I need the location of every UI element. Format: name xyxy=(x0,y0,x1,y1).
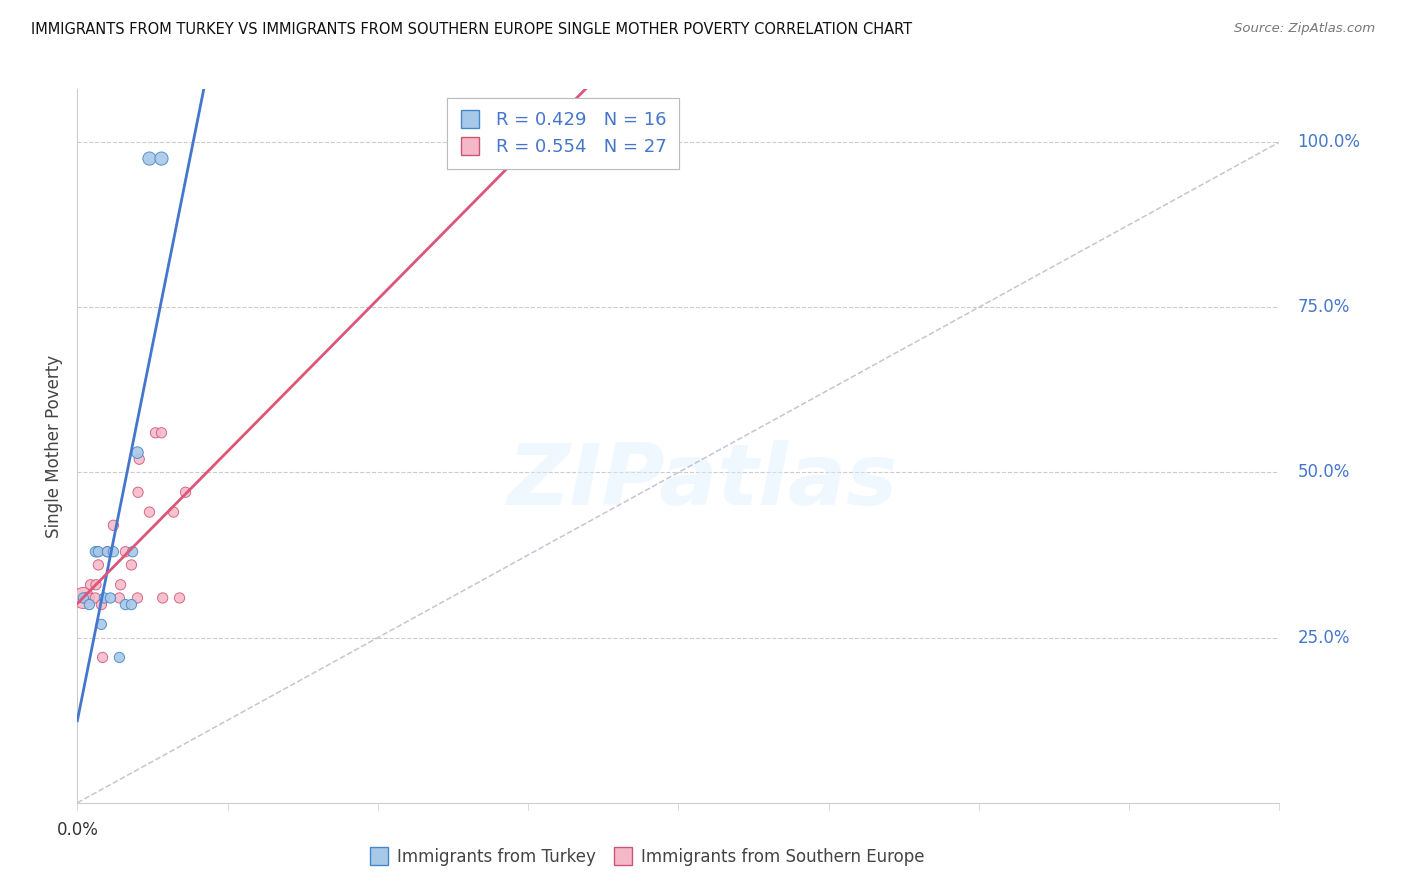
Text: IMMIGRANTS FROM TURKEY VS IMMIGRANTS FROM SOUTHERN EUROPE SINGLE MOTHER POVERTY : IMMIGRANTS FROM TURKEY VS IMMIGRANTS FRO… xyxy=(31,22,912,37)
Text: 0.0%: 0.0% xyxy=(56,821,98,838)
Point xyxy=(91,650,114,665)
Point xyxy=(108,650,131,665)
Point xyxy=(90,617,112,632)
Point xyxy=(93,591,115,605)
Text: 50.0%: 50.0% xyxy=(1298,464,1350,482)
Point xyxy=(110,578,132,592)
Point xyxy=(108,591,131,605)
Text: Source: ZipAtlas.com: Source: ZipAtlas.com xyxy=(1234,22,1375,36)
Point xyxy=(103,518,125,533)
Point xyxy=(145,425,167,440)
Point xyxy=(86,545,108,559)
Point xyxy=(128,452,150,467)
Point xyxy=(127,445,149,459)
Point xyxy=(162,505,184,519)
Point xyxy=(100,591,122,605)
Point xyxy=(103,545,125,559)
Y-axis label: Single Mother Poverty: Single Mother Poverty xyxy=(45,354,63,538)
Point xyxy=(87,545,110,559)
Point xyxy=(75,591,97,605)
Text: 25.0%: 25.0% xyxy=(1298,629,1350,647)
Point xyxy=(127,485,149,500)
Point xyxy=(114,545,136,559)
Point xyxy=(138,505,160,519)
Legend: R = 0.429   N = 16, R = 0.554   N = 27: R = 0.429 N = 16, R = 0.554 N = 27 xyxy=(447,98,679,169)
Point xyxy=(84,545,107,559)
Point xyxy=(169,591,191,605)
Point xyxy=(120,598,142,612)
Point xyxy=(84,591,107,605)
Point xyxy=(79,591,101,605)
Text: ZIPatlas: ZIPatlas xyxy=(508,440,897,524)
Point xyxy=(72,591,94,605)
Point xyxy=(174,485,197,500)
Legend: Immigrants from Turkey, Immigrants from Southern Europe: Immigrants from Turkey, Immigrants from … xyxy=(363,842,931,873)
Point xyxy=(79,578,101,592)
Point xyxy=(75,591,97,605)
Point xyxy=(150,425,173,440)
Point xyxy=(120,558,142,572)
Point xyxy=(96,545,118,559)
Point xyxy=(96,545,118,559)
Point xyxy=(90,598,112,612)
Point xyxy=(138,152,160,166)
Point xyxy=(84,578,107,592)
Point xyxy=(127,591,149,605)
Point xyxy=(79,598,101,612)
Text: 75.0%: 75.0% xyxy=(1298,298,1350,317)
Point xyxy=(121,545,143,559)
Point xyxy=(87,558,110,572)
Point xyxy=(152,591,174,605)
Point xyxy=(72,591,94,605)
Point xyxy=(150,152,173,166)
Point xyxy=(114,598,136,612)
Text: 100.0%: 100.0% xyxy=(1298,133,1361,151)
